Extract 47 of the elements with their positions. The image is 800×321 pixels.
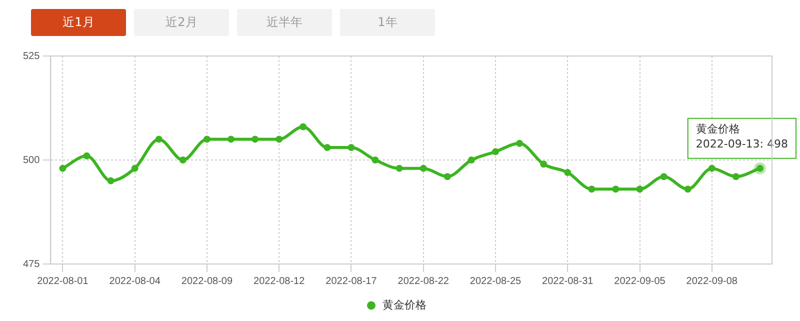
point bbox=[396, 164, 403, 172]
x-tick-label: 2022-09-05 bbox=[614, 276, 666, 287]
point bbox=[564, 168, 572, 176]
point bbox=[83, 152, 90, 160]
point bbox=[588, 186, 596, 193]
x-tick-label: 2022-09-08 bbox=[686, 276, 738, 287]
point bbox=[228, 136, 235, 143]
point bbox=[732, 173, 740, 180]
range-button: 1年 bbox=[340, 9, 435, 36]
x-tick-label: 2022-08-01 bbox=[37, 276, 89, 287]
x-tick-label: 2022-08-22 bbox=[398, 276, 450, 287]
range-button: 近1月 bbox=[31, 9, 126, 36]
point bbox=[179, 156, 186, 164]
point bbox=[276, 136, 283, 143]
point bbox=[300, 123, 307, 130]
point bbox=[660, 173, 668, 180]
y-tick-label: 500 bbox=[22, 154, 40, 166]
point bbox=[708, 164, 716, 172]
point bbox=[468, 156, 475, 164]
legend-label: 黄金价格 bbox=[382, 298, 426, 312]
point bbox=[252, 136, 259, 143]
point bbox=[372, 156, 379, 164]
point bbox=[107, 177, 114, 184]
point bbox=[203, 136, 210, 143]
x-tick-label: 2022-08-09 bbox=[181, 276, 233, 287]
point bbox=[324, 144, 331, 152]
x-tick-label: 2022-08-12 bbox=[254, 276, 306, 287]
point bbox=[131, 164, 138, 172]
point bbox=[155, 136, 162, 143]
point bbox=[684, 186, 692, 193]
point bbox=[612, 186, 620, 193]
y-tick-label: 525 bbox=[22, 50, 40, 62]
point bbox=[516, 140, 524, 147]
point bbox=[492, 148, 499, 156]
range-button: 近半年 bbox=[237, 9, 332, 36]
x-tick-label: 2022-08-04 bbox=[109, 276, 161, 287]
point bbox=[348, 144, 355, 152]
y-tick-label: 475 bbox=[22, 258, 40, 270]
x-tick-label: 2022-08-17 bbox=[326, 276, 378, 287]
point bbox=[540, 160, 548, 168]
range-button: 近2月 bbox=[134, 9, 229, 36]
x-tick-label: 2022-08-25 bbox=[470, 276, 522, 287]
point bbox=[444, 173, 451, 180]
point bbox=[59, 164, 66, 172]
x-tick-label: 2022-08-31 bbox=[542, 276, 594, 287]
point bbox=[636, 186, 644, 193]
point bbox=[420, 164, 427, 172]
